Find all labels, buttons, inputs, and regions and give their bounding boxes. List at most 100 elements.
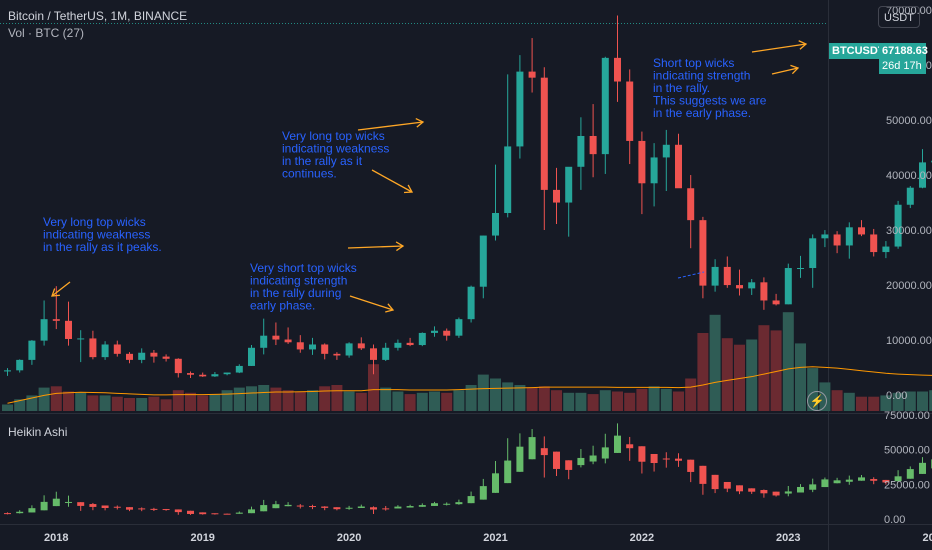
volume-bar — [575, 392, 587, 411]
ha-candle-body — [199, 512, 207, 515]
candle-body — [199, 374, 207, 377]
ha-candle-body — [821, 479, 829, 488]
volume-bar — [746, 339, 758, 411]
volume-bar — [551, 390, 562, 411]
volume-bar — [441, 392, 453, 411]
volume-bar — [502, 382, 514, 411]
annotation-text: indicating strength — [250, 274, 347, 288]
annotation-text: Short top wicks — [653, 56, 734, 70]
ha-candle-body — [467, 496, 475, 504]
symbol-price-tag: BTCUSDT — [829, 43, 885, 59]
ha-candle-body — [126, 507, 133, 510]
ha-candle-body — [906, 469, 914, 479]
candle-body — [760, 282, 768, 301]
annotation-text: This suggests we are — [653, 94, 767, 108]
candle-body — [77, 338, 85, 340]
annotation-text: in the rally. — [653, 81, 710, 95]
volume-bar — [599, 390, 611, 411]
volume-bar — [258, 385, 270, 411]
volume-bar — [831, 390, 843, 411]
price-tick-label: 0.00 — [886, 390, 907, 402]
ha-candle-body — [296, 505, 304, 507]
annotation-arrow — [771, 67, 799, 75]
volume-bar — [26, 395, 38, 411]
volume-ma-line — [7, 366, 932, 404]
ha-candle-body — [626, 444, 634, 449]
ha-candle-body — [150, 508, 158, 510]
ha-tick-label: 50000.00 — [884, 445, 930, 457]
volume-bar — [917, 391, 928, 411]
ha-candle-body — [601, 447, 609, 459]
ha-candle-body — [675, 458, 682, 461]
annotation-text: indicating weakness — [282, 142, 389, 156]
volume-bar — [294, 391, 306, 411]
volume-bar — [331, 385, 343, 411]
annotation-text: early phase. — [250, 299, 315, 313]
candle-body — [272, 335, 280, 340]
ha-candle-body — [65, 501, 72, 503]
candle-body — [40, 319, 48, 341]
candle-body — [919, 162, 926, 188]
candle-body — [565, 166, 573, 203]
ha-candle-body — [870, 479, 878, 481]
volume-bar — [197, 395, 209, 411]
ha-candle-body — [89, 504, 97, 507]
candle-body — [406, 342, 414, 346]
candle-body — [577, 135, 585, 167]
ha-candle-body — [723, 481, 731, 489]
ha-candle-body — [333, 507, 341, 510]
lightning-icon[interactable]: ⚡ — [807, 391, 827, 411]
ha-candle-body — [894, 476, 902, 482]
ha-candle-body — [455, 502, 463, 505]
volume-bar — [526, 387, 538, 411]
annotation-arrowhead — [395, 241, 405, 252]
ha-candle-body — [28, 508, 36, 513]
volume-bar — [612, 391, 623, 411]
time-tick-label: 2022 — [630, 532, 654, 544]
annotation-text: Very short top wicks — [250, 261, 357, 275]
candle-body — [845, 227, 853, 246]
volume-bar — [721, 338, 733, 411]
candle-body — [797, 268, 804, 270]
volume-bar — [172, 390, 184, 411]
price-tick-label: 30000.00 — [886, 225, 932, 237]
candle-body — [65, 320, 72, 339]
candle-body — [553, 189, 560, 203]
annotation-text: in the rally as it — [282, 154, 363, 168]
candle-body — [162, 356, 170, 359]
volume-bar — [538, 386, 550, 411]
annotation-arrow — [347, 245, 404, 249]
volume-bar — [282, 390, 294, 411]
annotation-arrow — [349, 295, 394, 311]
ha-candle-body — [211, 513, 219, 515]
last-price-tag: 67188.63 — [879, 43, 928, 59]
trend-marker — [677, 271, 705, 279]
candle-body — [16, 359, 24, 371]
volume-bar — [660, 388, 672, 411]
volume-bar — [368, 364, 379, 411]
currency-button[interactable]: USDT — [878, 6, 920, 28]
candle-body — [370, 348, 377, 360]
candle-body — [52, 319, 60, 321]
candle-body — [858, 227, 865, 235]
ha-candle-body — [309, 506, 316, 508]
volume-bar — [929, 390, 932, 411]
price-tick-label: 10000.00 — [886, 335, 932, 347]
ha-candle-body — [638, 446, 646, 462]
ha-candle-body — [284, 504, 292, 507]
volume-bar — [355, 392, 367, 411]
volume-bar — [87, 395, 99, 411]
price-tick-label: 20000.00 — [886, 280, 932, 292]
candle-body — [333, 353, 341, 356]
ha-candle-body — [248, 509, 255, 514]
ha-candle-body — [394, 506, 402, 509]
ha-candle-body — [382, 508, 390, 510]
candle-body — [748, 282, 756, 289]
volume-bar — [270, 387, 282, 411]
ha-candle-body — [772, 491, 780, 496]
volume-bar — [490, 378, 501, 411]
bar-countdown-tag: 26d 17h — [879, 58, 926, 74]
volume-indicator-label[interactable]: Vol · BTC (27) — [8, 26, 85, 40]
heikin-ashi-label[interactable]: Heikin Ashi — [8, 425, 68, 439]
